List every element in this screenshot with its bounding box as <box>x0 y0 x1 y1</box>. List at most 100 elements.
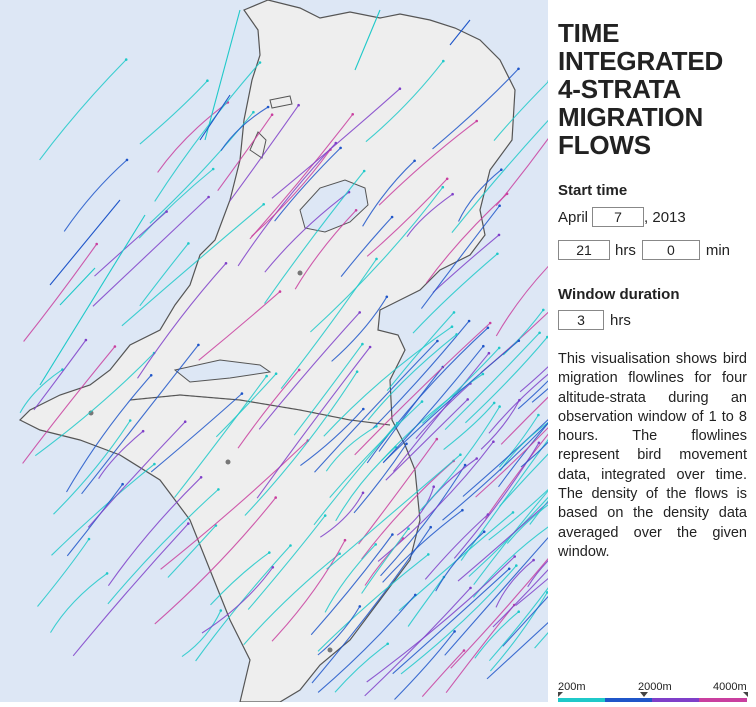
flowline-head <box>391 533 394 536</box>
flowline-head <box>466 398 470 401</box>
flowline <box>293 343 363 436</box>
flowline <box>420 205 501 309</box>
flowline-head <box>475 119 479 123</box>
flowline <box>460 407 572 561</box>
flowline <box>366 327 489 464</box>
flowline-head <box>498 405 501 408</box>
flowline <box>488 522 594 662</box>
flowline-head <box>355 370 359 374</box>
flowline <box>366 178 448 257</box>
flowline <box>87 421 186 528</box>
flowline-head <box>492 401 496 405</box>
flowline <box>310 534 393 636</box>
flowline <box>444 509 574 656</box>
flowline-head <box>187 242 190 245</box>
duration-input[interactable]: 3 <box>558 310 604 330</box>
flowline <box>34 352 155 457</box>
flowline <box>324 544 377 613</box>
flowline <box>154 62 261 202</box>
flowline <box>22 346 116 464</box>
flowline <box>495 262 552 337</box>
flowline-head <box>461 508 464 512</box>
flowline <box>107 476 202 587</box>
start-date-row: April 7 , 2013 <box>558 207 686 227</box>
flowline-head <box>435 437 439 441</box>
flowline-head <box>343 538 347 542</box>
flowline <box>485 430 552 519</box>
hours-unit: hrs <box>615 241 636 259</box>
flowline <box>217 114 273 192</box>
flowline-head <box>459 453 462 457</box>
flowline <box>474 611 520 659</box>
flowline-head <box>436 339 439 343</box>
flowline <box>174 375 268 498</box>
flowline-head <box>211 167 215 171</box>
flowline-head <box>95 242 98 246</box>
start-clock-row: 21 hrs 0 min <box>558 240 730 260</box>
flowline <box>340 216 393 277</box>
flowline <box>372 320 470 429</box>
flowline <box>201 566 274 634</box>
flowline-head <box>323 514 327 517</box>
flowline <box>445 604 515 694</box>
flowline-head <box>537 441 541 445</box>
flowline <box>300 408 364 467</box>
window-duration-row: 3 hrs <box>558 310 631 330</box>
flowline <box>392 352 490 472</box>
flowline <box>364 587 471 697</box>
flowline-head <box>339 146 342 150</box>
flowline <box>442 405 565 521</box>
window-duration-label: Window duration <box>558 286 680 303</box>
flowline <box>256 346 371 499</box>
flowline-head <box>511 511 515 514</box>
flowline-head <box>105 572 109 575</box>
flowline <box>378 366 444 452</box>
minutes-input[interactable]: 0 <box>641 240 700 260</box>
flowline-head <box>265 374 268 378</box>
flowline <box>244 371 358 516</box>
flowline <box>39 59 127 161</box>
land-netherlands-belgium <box>18 0 516 703</box>
flowline <box>19 369 63 414</box>
flowline-head <box>252 110 255 114</box>
flowline-head <box>515 564 518 567</box>
flowline-head <box>297 103 300 107</box>
flowline <box>421 650 465 697</box>
flowline-head <box>128 419 132 422</box>
flowline-head <box>482 344 485 348</box>
flowline <box>424 514 489 580</box>
day-input[interactable]: 7 <box>592 207 645 227</box>
flowline <box>204 9 241 141</box>
flowline-head <box>124 58 128 61</box>
flowline <box>249 113 354 240</box>
flowline <box>137 262 227 379</box>
flowline <box>383 340 520 463</box>
flowline-head <box>297 368 301 372</box>
flowline <box>453 442 540 559</box>
island-north <box>269 95 293 109</box>
migration-map[interactable] <box>0 0 640 703</box>
hours-input[interactable]: 21 <box>558 240 610 260</box>
flowline-head <box>289 544 292 547</box>
flowline-head <box>475 457 479 460</box>
flowline <box>199 94 231 141</box>
flowline-head <box>546 591 549 594</box>
flowline <box>121 203 265 327</box>
flowline-head <box>500 168 503 171</box>
flowline-head <box>271 566 275 569</box>
flowline <box>449 19 471 46</box>
flowline-head <box>497 346 501 350</box>
flowline <box>220 106 269 152</box>
flowline <box>317 594 416 693</box>
radar-station <box>88 410 94 416</box>
legend-marker <box>743 692 748 697</box>
flowline-head <box>268 551 271 554</box>
flowline-head <box>207 195 210 199</box>
flowline <box>160 440 309 570</box>
flowline <box>53 420 131 515</box>
flowline <box>50 572 108 633</box>
flowline <box>311 526 432 684</box>
flowline <box>418 406 501 512</box>
flowline-head <box>513 555 516 558</box>
flowline <box>264 170 365 304</box>
